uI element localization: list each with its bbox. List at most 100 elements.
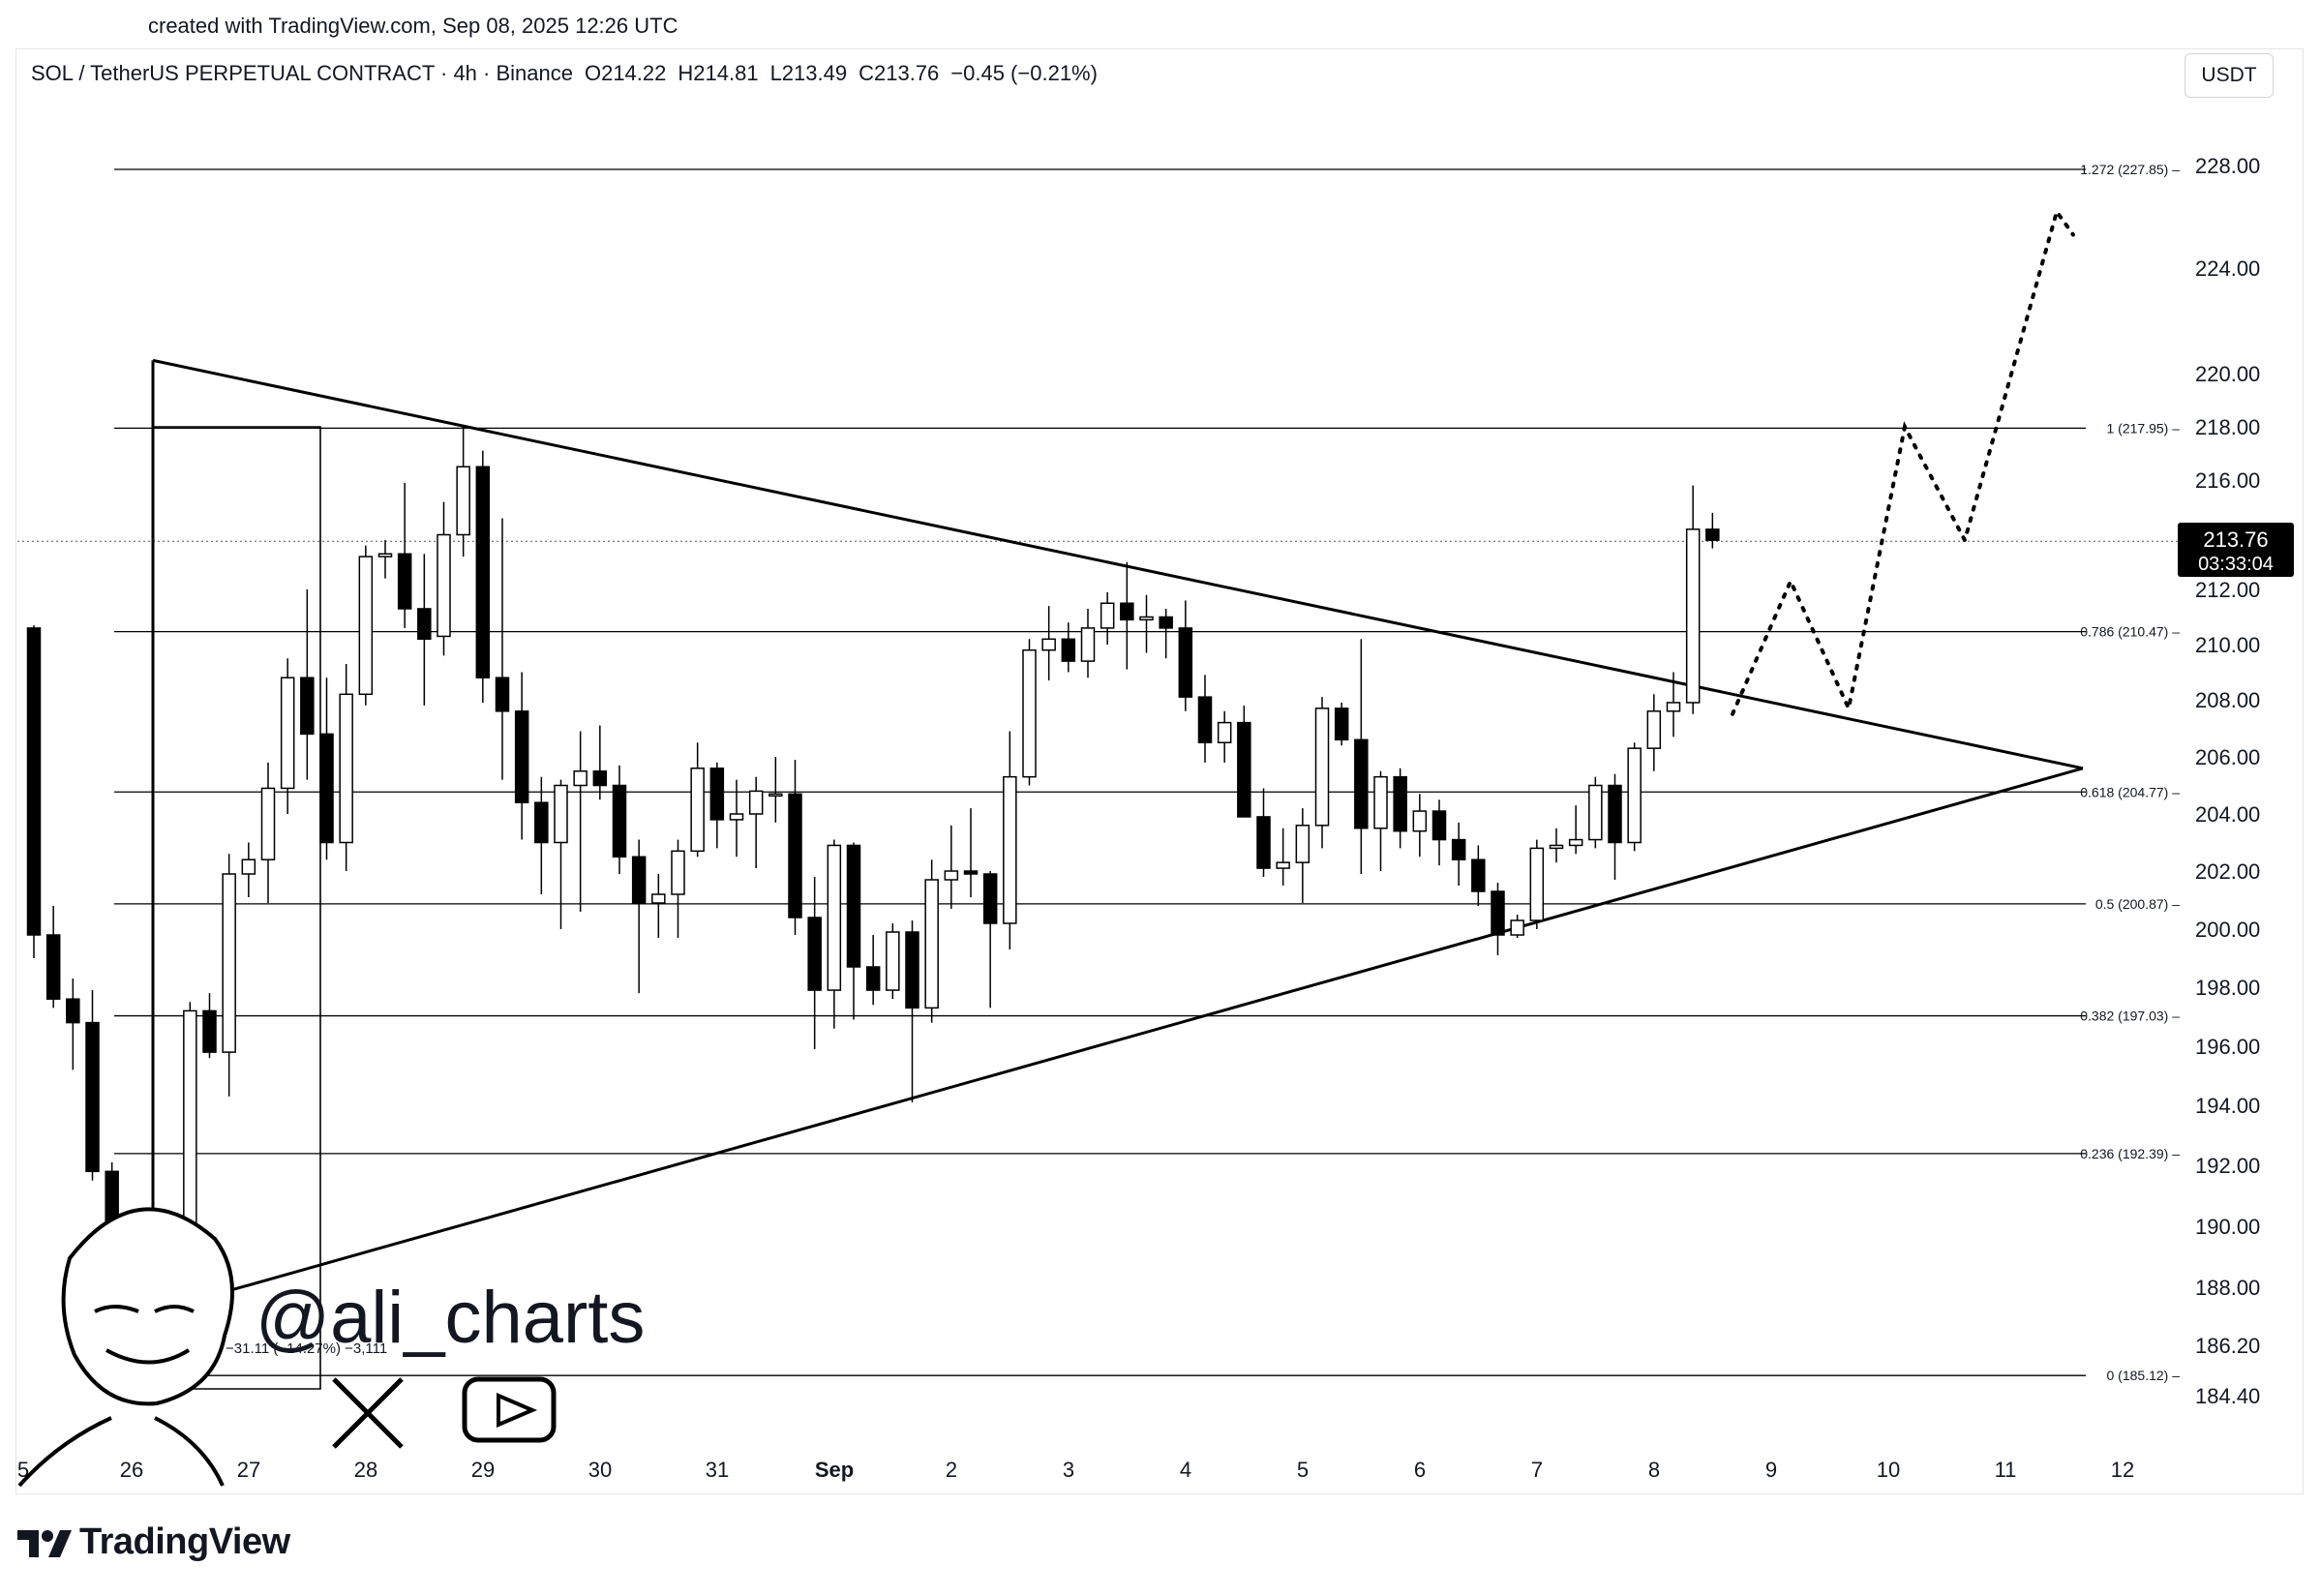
candle-body — [748, 790, 764, 815]
candle-body — [377, 553, 393, 557]
candle-body — [1393, 775, 1407, 832]
time-axis[interactable]: 5 26 27 28 29 30 31 Sep 2 3 4 5 6 7 8 9 10 11 12 — [17, 1458, 2134, 1482]
time-axis-label: 12 — [2111, 1458, 2134, 1482]
candle-body — [534, 801, 549, 844]
candle-body — [1627, 747, 1642, 844]
price-axis-label: 220.00 — [2195, 362, 2260, 386]
candle-body — [1100, 602, 1115, 629]
projection-path — [1731, 207, 2075, 716]
candle-body — [85, 1021, 100, 1173]
candle-body — [260, 787, 276, 860]
candle-body — [1666, 702, 1681, 712]
candle-body — [1588, 784, 1603, 841]
x-logo-icon[interactable] — [332, 1377, 404, 1449]
ohlc-low: L213.49 — [769, 61, 848, 85]
candle-body — [982, 873, 998, 924]
candle-body — [1022, 648, 1037, 778]
candle-body — [26, 627, 42, 936]
price-axis-label: 190.00 — [2195, 1215, 2260, 1239]
tradingview-logo-text: TradingView — [79, 1521, 290, 1562]
time-axis-label: 7 — [1531, 1458, 1543, 1482]
price-axis[interactable]: 228.00 224.00 220.00 218.00 216.00 212.00 210.… — [2195, 154, 2260, 1408]
time-axis-label: Sep — [815, 1458, 854, 1482]
time-axis-label: 27 — [237, 1458, 260, 1482]
ohlc-change: −0.45 (−0.21%) — [950, 61, 1098, 85]
candle-body — [1646, 710, 1662, 749]
time-axis-label: 28 — [354, 1458, 377, 1482]
candle-body — [651, 893, 666, 904]
candle-body — [339, 693, 353, 844]
candle-body — [1003, 775, 1017, 924]
candle-body — [1334, 708, 1349, 741]
candle-body — [1120, 602, 1134, 621]
ohlc-open: O214.22 — [584, 61, 667, 85]
author-avatar — [17, 1207, 234, 1488]
candle-body — [709, 768, 725, 821]
last-price-badge: 213.76 03:33:04 — [2178, 523, 2294, 577]
fib-label: 0.382 (197.03) – — [2080, 1009, 2180, 1024]
fib-label: 0.786 (210.47) – — [2080, 624, 2180, 640]
candle-body — [417, 608, 432, 641]
time-axis-label: 29 — [471, 1458, 495, 1482]
fib-label: 1.272 (227.85) – — [2080, 162, 2180, 177]
fib-label: 1 (217.95) – — [2107, 420, 2181, 436]
candle-body — [807, 917, 822, 991]
candle-body — [1491, 890, 1505, 936]
candle-body — [1451, 838, 1466, 860]
price-axis-label: 200.00 — [2195, 918, 2260, 942]
candle-body — [865, 966, 881, 991]
tradingview-logo[interactable]: TradingView — [17, 1521, 290, 1563]
candle-body — [963, 870, 979, 875]
ohlc-close: C213.76 — [859, 61, 940, 85]
candle-body — [729, 813, 744, 821]
candle-body — [1373, 775, 1388, 829]
candle-body — [1705, 528, 1720, 541]
author-handle: @ali_charts — [256, 1277, 646, 1359]
candle-body — [475, 466, 491, 678]
candle-body — [690, 768, 705, 853]
candle-body — [222, 873, 236, 1053]
countdown-value: 03:33:04 — [2198, 554, 2274, 575]
ohlc-high: H214.81 — [678, 61, 759, 85]
candle-body — [1256, 816, 1271, 869]
youtube-icon[interactable] — [462, 1376, 557, 1443]
price-axis-label: 208.00 — [2195, 688, 2260, 712]
candle-body — [631, 856, 647, 904]
last-price-badge-bg — [2178, 523, 2294, 577]
candle-body — [1159, 616, 1173, 629]
upper-trendline — [152, 358, 2084, 770]
candle-body — [1197, 696, 1213, 744]
candles — [26, 427, 1720, 1376]
candle-body — [241, 858, 256, 875]
time-axis-label: 31 — [706, 1458, 729, 1482]
candle-body — [1276, 861, 1290, 869]
price-axis-label: 188.00 — [2195, 1276, 2260, 1300]
price-axis-label: 194.00 — [2195, 1094, 2260, 1118]
time-axis-label: 30 — [588, 1458, 612, 1482]
candle-body — [280, 677, 295, 790]
price-axis-label: 216.00 — [2195, 468, 2260, 493]
candle-body — [1061, 638, 1076, 662]
price-axis-label: 184.40 — [2195, 1384, 2260, 1408]
last-price-value: 213.76 — [2203, 527, 2268, 552]
price-axis-label: 192.00 — [2195, 1154, 2260, 1178]
candle-body — [514, 710, 529, 803]
candle-body — [788, 793, 802, 918]
candle-body — [886, 931, 900, 991]
symbol-title[interactable]: SOL / TetherUS PERPETUAL CONTRACT · 4h ·… — [31, 61, 573, 85]
currency-button[interactable]: USDT — [2184, 53, 2274, 98]
candle-body — [300, 677, 315, 736]
tradingview-logo-icon — [17, 1529, 72, 1557]
time-axis-label: 5 — [1297, 1458, 1309, 1482]
price-axis-label: 204.00 — [2195, 802, 2260, 827]
price-axis-label: 186.20 — [2195, 1334, 2260, 1358]
fib-label: 0.236 (192.39) – — [2080, 1146, 2180, 1161]
price-axis-label: 212.00 — [2195, 578, 2260, 602]
time-axis-label: 4 — [1180, 1458, 1191, 1482]
candle-body — [45, 934, 61, 1000]
price-axis-label: 218.00 — [2195, 415, 2260, 439]
price-axis-label: 198.00 — [2195, 976, 2260, 1000]
fibonacci-levels: 1.272 (227.85) – 1 (217.95) – 0.786 (210.4… — [17, 162, 2180, 1383]
time-axis-label: 2 — [946, 1458, 957, 1482]
